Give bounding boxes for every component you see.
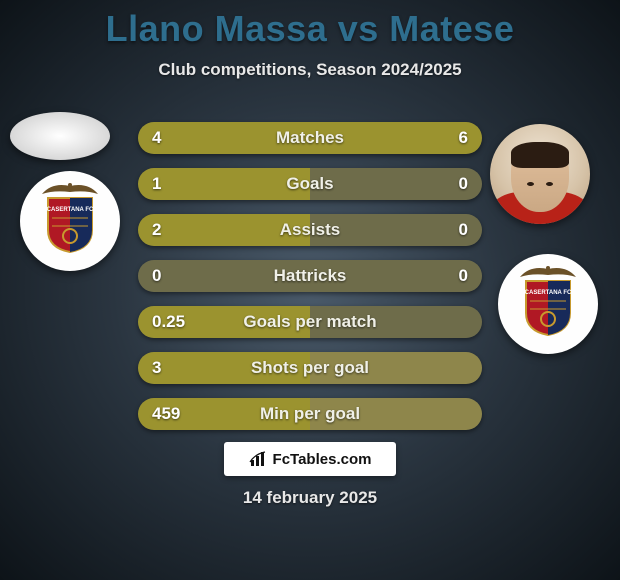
- footer-brand-badge[interactable]: FcTables.com: [224, 442, 396, 476]
- footer-date: 14 february 2025: [243, 488, 377, 508]
- stat-right-value: 0: [398, 266, 468, 286]
- stat-row: 1 Goals 0: [138, 168, 482, 200]
- stat-label: Hattricks: [222, 266, 398, 286]
- stat-left-value: 2: [152, 220, 222, 240]
- stat-label: Min per goal: [222, 404, 398, 424]
- stat-row: 4 Matches 6: [138, 122, 482, 154]
- stat-label: Goals: [222, 174, 398, 194]
- page-title: Llano Massa vs Matese: [0, 0, 620, 50]
- stat-right-value: 6: [398, 128, 468, 148]
- svg-text:CASERTANA FC: CASERTANA FC: [47, 207, 94, 213]
- stat-left-value: 0: [152, 266, 222, 286]
- stat-row: 2 Assists 0: [138, 214, 482, 246]
- stat-row: 0 Hattricks 0: [138, 260, 482, 292]
- svg-text:CASERTANA FC: CASERTANA FC: [525, 290, 572, 296]
- footer-brand-text: FcTables.com: [273, 451, 372, 468]
- stat-label: Shots per goal: [222, 358, 398, 378]
- left-club-crest: CASERTANA FC: [20, 171, 120, 271]
- page-subtitle: Club competitions, Season 2024/2025: [0, 60, 620, 80]
- left-player-avatar: [10, 112, 110, 160]
- stat-row: 459 Min per goal: [138, 398, 482, 430]
- stat-left-value: 1: [152, 174, 222, 194]
- right-club-crest: CASERTANA FC: [498, 254, 598, 354]
- crest-icon: CASERTANA FC: [41, 186, 99, 256]
- stat-left-value: 3: [152, 358, 222, 378]
- stat-left-value: 0.25: [152, 312, 222, 332]
- stat-label: Assists: [222, 220, 398, 240]
- stats-container: 4 Matches 6 1 Goals 0 2 Assists 0 0 Hatt…: [138, 122, 482, 444]
- shield-icon: CASERTANA FC: [524, 279, 572, 337]
- stat-label: Matches: [222, 128, 398, 148]
- stat-label: Goals per match: [222, 312, 398, 332]
- right-player-avatar: [490, 124, 590, 224]
- player-hair: [511, 142, 569, 168]
- player-face: [511, 142, 569, 212]
- stat-right-value: 0: [398, 174, 468, 194]
- stat-row: 3 Shots per goal: [138, 352, 482, 384]
- stat-row: 0.25 Goals per match: [138, 306, 482, 338]
- stat-left-value: 4: [152, 128, 222, 148]
- stat-right-value: 0: [398, 220, 468, 240]
- bar-chart-icon: [249, 450, 267, 468]
- crest-icon: CASERTANA FC: [519, 269, 577, 339]
- shield-icon: CASERTANA FC: [46, 196, 94, 254]
- stat-left-value: 459: [152, 404, 222, 424]
